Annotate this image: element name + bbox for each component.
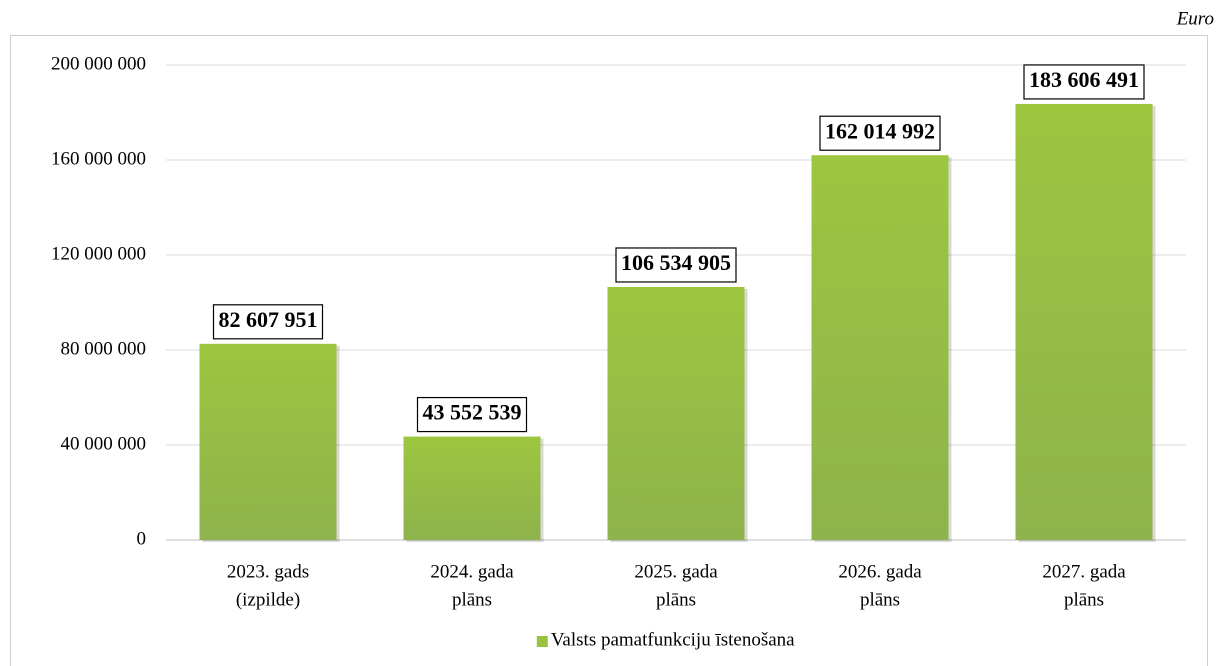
y-tick-label: 160 000 000	[51, 148, 146, 169]
x-tick-label: 2027. gada	[1042, 561, 1126, 582]
value-label: 183 606 491	[1029, 67, 1139, 92]
y-tick-label: 40 000 000	[61, 433, 147, 454]
bar	[403, 436, 541, 540]
x-tick-label: plāns	[1064, 589, 1104, 610]
bar	[1015, 103, 1153, 541]
bar	[607, 286, 745, 540]
y-tick-label: 80 000 000	[61, 338, 147, 359]
x-tick-label: plāns	[452, 589, 492, 610]
value-label: 82 607 951	[219, 307, 318, 332]
bar	[811, 155, 949, 540]
value-label-box	[1023, 64, 1145, 100]
legend-swatch	[536, 636, 548, 647]
value-label-box	[212, 304, 324, 340]
x-tick-label: 2025. gada	[634, 561, 718, 582]
legend-label: Valsts pamatfunkciju īstenošana	[551, 629, 795, 650]
x-tick-label: plāns	[656, 589, 696, 610]
bar	[199, 343, 337, 540]
chart-border	[10, 35, 1208, 666]
x-tick-label: 2024. gada	[430, 561, 514, 582]
x-tick-label: plāns	[860, 589, 900, 610]
value-label-box	[416, 396, 528, 433]
y-tick-label: 120 000 000	[51, 243, 146, 264]
value-label: 43 552 539	[423, 400, 522, 425]
y-tick-label: 0	[137, 528, 147, 549]
value-label: 106 534 905	[621, 250, 731, 275]
x-tick-label: 2026. gada	[838, 561, 922, 582]
x-tick-label: 2023. gads	[227, 561, 309, 582]
value-label-box	[819, 115, 941, 151]
y-tick-label: 200 000 000	[51, 53, 146, 74]
value-label: 162 014 992	[825, 118, 935, 143]
x-tick-label: (izpilde)	[236, 589, 300, 610]
value-label-box	[615, 247, 737, 283]
unit-label: Euro	[1176, 8, 1214, 29]
